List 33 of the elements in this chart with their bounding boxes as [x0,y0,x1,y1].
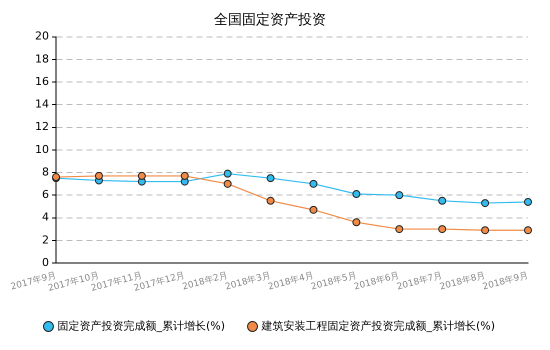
point [224,170,232,178]
point [180,172,189,180]
point [94,172,103,180]
y-tick-label: 12 [35,120,50,134]
point [481,199,490,208]
point [309,180,318,188]
point [395,191,404,200]
point [224,180,232,188]
point [395,225,404,234]
point [481,226,490,234]
y-tick-label: 14 [35,98,50,111]
y-tick-label: 0 [42,256,50,269]
y-tick-label: 10 [35,142,50,156]
y-tick-label: 16 [35,74,50,88]
point [352,218,360,226]
point [438,196,446,205]
point [309,206,318,214]
y-tick-label: 4 [42,210,50,224]
point [266,196,275,205]
point [524,226,532,234]
y-tick-label: 20 [35,30,50,43]
legend-label: 固定资产投资完成额_累计增长(%) [57,319,226,332]
point [438,225,446,234]
legend-label: 建筑安装工程固定资产投资完成额_累计增长(%) [260,319,496,332]
chart-title: 全国固定资产投资 [214,12,326,28]
y-tick-label: 2 [42,233,50,246]
y-tick-label: 18 [35,52,50,66]
point [524,198,532,206]
y-tick-label: 8 [42,165,50,178]
point [266,174,275,182]
point [138,172,146,180]
point [352,190,360,198]
y-tick-label: 6 [42,188,50,202]
